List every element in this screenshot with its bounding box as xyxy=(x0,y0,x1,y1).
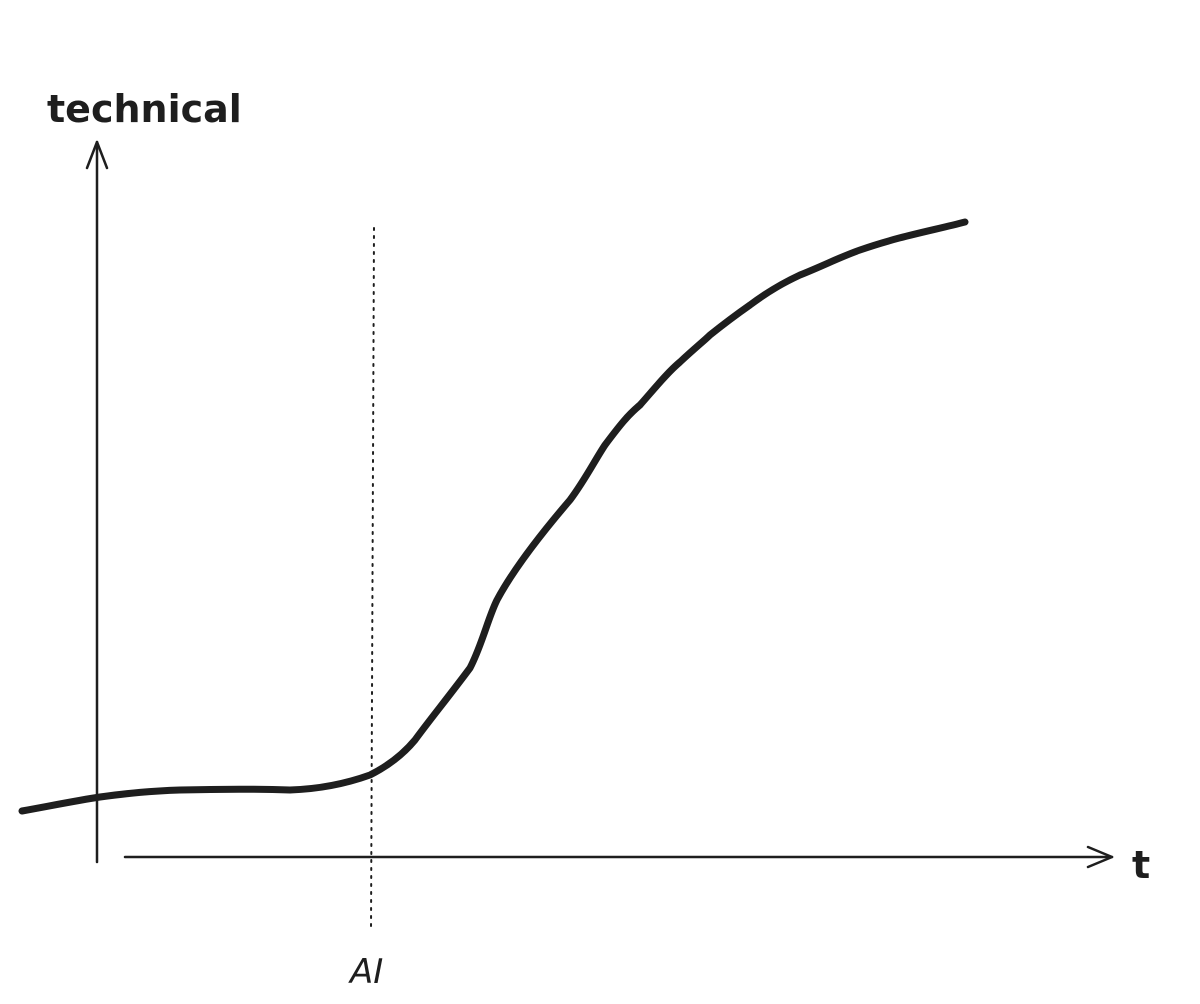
y-axis-arrowhead xyxy=(85,140,109,170)
x-axis-arrowhead xyxy=(1086,845,1114,869)
x-axis-label: t xyxy=(1132,843,1150,887)
growth-curve xyxy=(18,218,969,815)
y-axis-label: technical xyxy=(47,87,242,131)
marker-line xyxy=(370,227,375,931)
marker-label: AI xyxy=(348,952,383,992)
